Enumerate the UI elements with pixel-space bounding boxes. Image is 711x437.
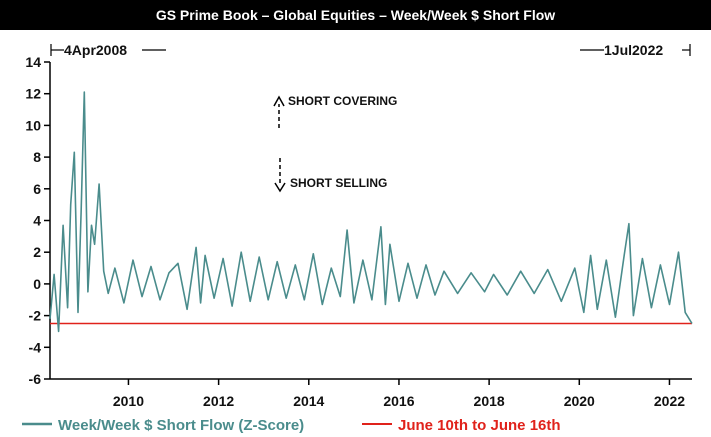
y-tick-label: 6: [33, 181, 41, 197]
y-tick-label: 12: [25, 86, 41, 102]
x-tick-label: 2012: [203, 393, 234, 409]
y-tick-label: 10: [25, 117, 41, 133]
short-covering-label: SHORT COVERING: [288, 94, 397, 108]
chart-title: GS Prime Book – Global Equities – Week/W…: [0, 0, 711, 30]
x-tick-label: 2016: [383, 393, 414, 409]
x-tick-label: 2020: [564, 393, 595, 409]
y-tick-label: 4: [33, 213, 41, 229]
range-start-label: 4Apr2008: [64, 42, 127, 58]
y-tick-label: 14: [25, 54, 41, 70]
series-line-short-flow: [49, 91, 693, 333]
x-tick-label: 2022: [654, 393, 685, 409]
y-tick-label: 8: [33, 149, 41, 165]
range-end-label: 1Jul2022: [604, 42, 663, 58]
x-tick-label: 2010: [113, 393, 144, 409]
y-tick-label: -4: [29, 339, 42, 355]
short-selling-annotation: SHORT SELLING: [274, 158, 387, 193]
range-start-marker: 4Apr2008: [50, 42, 166, 58]
x-tick-label: 2014: [293, 393, 324, 409]
y-tick-label: -6: [29, 371, 42, 387]
legend: Week/Week $ Short Flow (Z-Score) June 10…: [22, 417, 561, 434]
y-tick-label: -2: [29, 308, 42, 324]
y-tick-label: 2: [33, 244, 41, 260]
x-tick-label: 2018: [474, 393, 505, 409]
short-covering-annotation: SHORT COVERING: [273, 94, 397, 128]
legend-label-short-flow: Week/Week $ Short Flow (Z-Score): [58, 417, 304, 434]
short-selling-label: SHORT SELLING: [290, 176, 387, 190]
legend-label-june: June 10th to June 16th: [398, 417, 561, 434]
range-end-marker: 1Jul2022: [580, 42, 691, 58]
y-tick-label: 0: [33, 276, 41, 292]
